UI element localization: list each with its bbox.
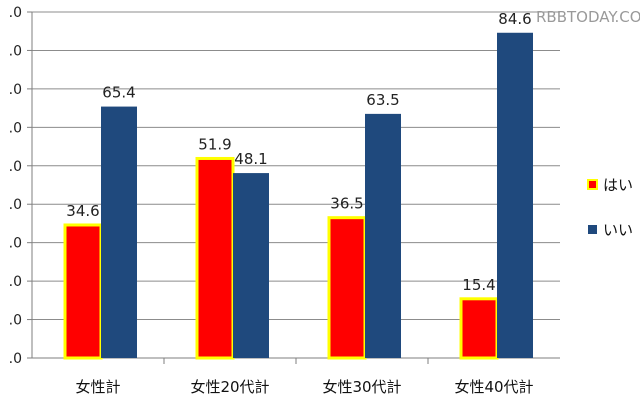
legend-label: いい [603, 221, 633, 239]
y-tick-label: .0 [9, 351, 22, 367]
bar-iie [233, 173, 269, 358]
data-labels: 34.6 65.4 51.948.1 36.5 63.5 15.4 84.6 [66, 10, 531, 294]
y-axis-ticks: .0 .0 .0 .0 .0 .0 .0 .0 .0 .0 [9, 5, 32, 367]
data-label: 63.5 [366, 91, 399, 109]
x-category-label: 女性30代計 [322, 378, 401, 396]
bar-iie [365, 113, 401, 358]
data-label: 15.4 [462, 276, 495, 294]
x-category-label: 女性20代計 [190, 378, 269, 396]
y-tick-label: .0 [9, 5, 22, 21]
y-tick-label: .0 [9, 120, 22, 136]
bar-hai [327, 216, 367, 360]
data-label: 84.6 [498, 10, 531, 28]
bars [63, 32, 533, 360]
data-label: 48.1 [234, 150, 267, 168]
x-category-label: 女性40代計 [454, 378, 533, 396]
x-category-label: 女性計 [75, 378, 120, 396]
legend-swatch [587, 179, 598, 190]
data-label: 65.4 [102, 84, 135, 102]
y-tick-label: .0 [9, 197, 22, 213]
y-tick-label: .0 [9, 236, 22, 252]
legend-swatch [588, 225, 597, 234]
y-tick-label: .0 [9, 313, 22, 329]
watermark: RBBTODAY.CO [536, 8, 640, 26]
y-tick-label: .0 [9, 159, 22, 175]
bar-iie [497, 32, 533, 358]
category-labels: 女性計 女性20代計 女性30代計 女性40代計 [75, 378, 533, 396]
y-tick-label: .0 [9, 82, 22, 98]
data-label: 36.5 [330, 195, 363, 213]
data-label: 34.6 [66, 202, 99, 220]
bar-hai [459, 297, 499, 360]
bar-hai [63, 223, 103, 360]
bar-hai [195, 156, 235, 360]
legend-label: はい [603, 176, 633, 194]
data-label: 51.9 [198, 135, 231, 153]
y-tick-label: .0 [9, 274, 22, 290]
bar-iie [101, 106, 137, 358]
y-tick-label: .0 [9, 43, 22, 59]
